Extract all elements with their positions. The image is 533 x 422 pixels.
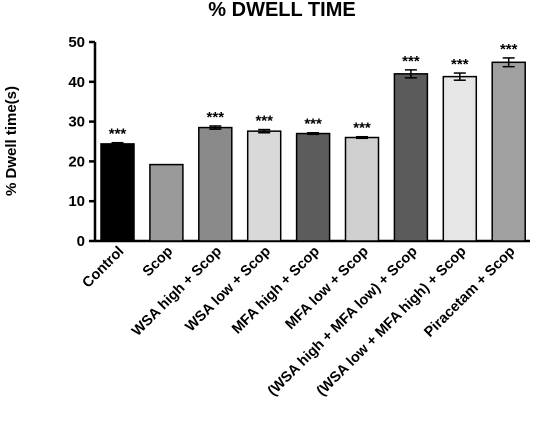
significance-label: *** bbox=[255, 113, 273, 130]
y-axis-label: % Dwell time(s) bbox=[3, 86, 20, 196]
x-tick-label: Piracetam + Scop bbox=[421, 243, 518, 340]
y-tick-label: 10 bbox=[68, 193, 85, 210]
y-tick-label: 50 bbox=[68, 34, 85, 51]
x-tick-label: Scop bbox=[140, 243, 176, 279]
x-tick-label: WSA high + Scop bbox=[129, 243, 225, 339]
bar bbox=[246, 130, 282, 242]
bars-group: *** *** *** *** *** *** *** *** bbox=[100, 41, 526, 242]
y-tick-label: 20 bbox=[68, 153, 85, 170]
bar bbox=[393, 73, 429, 242]
bar bbox=[295, 132, 331, 242]
y-tick-label: 0 bbox=[77, 233, 85, 250]
x-tick-label: WSA low + Scop bbox=[182, 243, 274, 335]
significance-label: *** bbox=[207, 109, 225, 126]
significance-label: *** bbox=[451, 56, 469, 73]
x-tick-label: MFA low + Scop bbox=[283, 243, 372, 332]
bar bbox=[491, 61, 526, 242]
bar bbox=[442, 75, 478, 242]
y-tick-label: 40 bbox=[68, 74, 85, 91]
x-tick-label: Control bbox=[80, 244, 128, 292]
bar bbox=[149, 163, 184, 242]
significance-label: *** bbox=[353, 120, 371, 137]
chart-title: % DWELL TIME bbox=[208, 0, 355, 21]
x-tick-label: MFA high + Scop bbox=[229, 243, 323, 337]
bar bbox=[344, 136, 380, 242]
significance-label: *** bbox=[402, 53, 420, 70]
significance-label: *** bbox=[304, 116, 322, 133]
y-tick-label: 30 bbox=[68, 114, 85, 131]
bar bbox=[198, 126, 233, 242]
significance-label: *** bbox=[109, 126, 127, 143]
bar bbox=[100, 143, 135, 242]
significance-label: *** bbox=[500, 41, 518, 58]
